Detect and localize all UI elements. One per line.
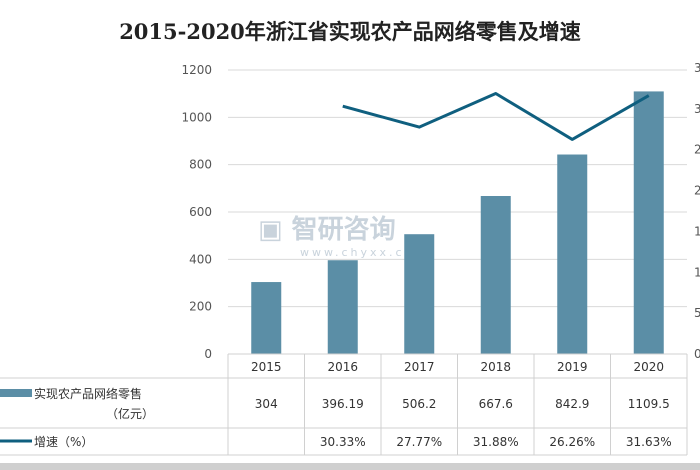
bar [480,196,511,354]
growth-value-cell: 30.33% [320,435,366,449]
chart-title: 2015-2020年浙江省实现农产品网络零售及增速 [119,19,581,44]
growth-value-cell: 31.88% [473,435,519,449]
bar [557,154,588,354]
bar [327,260,358,354]
legend-bar-swatch [0,389,32,397]
legend-bar-label-line1: 实现农产品网络零售 [34,386,142,401]
y-left-tick-label: 1200 [181,63,212,77]
y-right-tick-label: 30 [694,102,700,116]
watermark-logo: ▣ 智研咨询 [258,214,396,245]
bottom-bar [0,463,700,470]
y-right-tick-label: 5 [694,306,700,320]
x-tick-label: 2015 [251,360,282,374]
bar-value-cell: 506.2 [402,397,436,411]
bar [251,282,282,354]
line-series [342,91,650,141]
bar-value-cell: 396.19 [322,397,364,411]
watermark-url: www.chyxx.com [300,246,428,259]
y-right-tick-label: 15 [694,224,700,238]
growth-value-cell: 31.63% [626,435,672,449]
y-right-tick-label: 0 [694,347,700,361]
legend-line-label: 增速（%） [34,435,93,449]
bar-value-cell: 304 [255,397,278,411]
legend-bar-label-line2: （亿元） [106,406,154,421]
y-left-tick-label: 600 [189,205,212,219]
x-tick-label: 2016 [327,360,358,374]
bar-value-cell: 1109.5 [628,397,670,411]
y-left-tick-label: 800 [189,158,212,172]
y-left-tick-label: 200 [189,300,212,314]
y-right-tick-label: 20 [694,184,700,198]
y-right-tick-label: 35 [694,61,700,75]
bar-value-cell: 842.9 [555,397,589,411]
bar-value-cell: 667.6 [479,397,513,411]
x-tick-label: 2019 [557,360,588,374]
x-tick-label: 2018 [480,360,511,374]
growth-value-cell: 26.26% [549,435,595,449]
y-right-tick-label: 10 [694,265,700,279]
y-left-tick-label: 0 [204,347,212,361]
y-left-tick-label: 400 [189,252,212,266]
y-left-tick-label: 1000 [181,110,212,124]
bar [404,234,435,354]
bar [633,91,664,354]
x-tick-label: 2020 [633,360,664,374]
y-right-tick-label: 25 [694,143,700,157]
growth-value-cell: 27.77% [396,435,442,449]
x-tick-label: 2017 [404,360,435,374]
